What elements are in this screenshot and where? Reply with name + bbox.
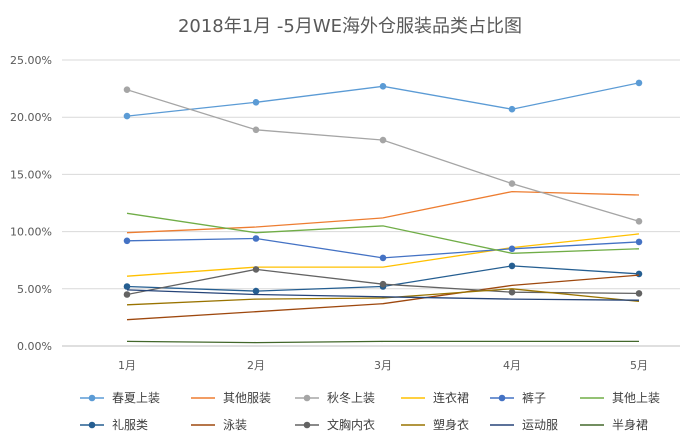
data-point xyxy=(379,136,387,144)
y-tick-label: 25.00% xyxy=(10,54,52,67)
series-8 xyxy=(126,274,640,321)
series-6 xyxy=(126,212,640,254)
x-tick-label: 4月 xyxy=(503,359,521,372)
data-point xyxy=(252,99,260,106)
y-tick-label: 5.00% xyxy=(17,283,52,296)
series-1 xyxy=(123,79,643,120)
series-11 xyxy=(126,289,640,301)
legend-label: 裤子 xyxy=(522,391,546,405)
series-line xyxy=(126,288,640,306)
legend-marker xyxy=(303,421,311,429)
legend-item: 连衣裙 xyxy=(401,390,469,405)
data-point xyxy=(123,291,131,298)
legend-marker xyxy=(498,394,506,402)
series-3 xyxy=(123,86,643,225)
data-point xyxy=(379,254,387,262)
series-line xyxy=(126,340,639,344)
legend-label: 其他上装 xyxy=(612,391,660,405)
series-layer xyxy=(123,79,643,344)
x-tick-label: 1月 xyxy=(118,359,136,372)
series-10 xyxy=(126,288,640,306)
data-point xyxy=(635,290,643,297)
legend-marker xyxy=(303,394,311,402)
legend-label: 春夏上装 xyxy=(112,391,160,405)
y-tick-label: 0.00% xyxy=(17,340,52,353)
data-point xyxy=(123,112,131,120)
data-point xyxy=(635,218,643,225)
legend-item: 礼服类 xyxy=(80,417,148,432)
legend-item: 春夏上装 xyxy=(80,391,160,405)
series-line xyxy=(126,233,640,277)
data-point xyxy=(508,245,516,253)
legend-label: 其他服装 xyxy=(223,391,271,405)
legend-marker xyxy=(88,421,96,429)
data-point xyxy=(379,83,387,90)
axes: 0.00% 5.00% 10.00% 15.00% 20.00% 25.00% 1月 2月 3月… xyxy=(10,54,648,372)
legend-marker xyxy=(88,394,96,402)
legend-label: 塑身衣 xyxy=(433,417,469,432)
series-12 xyxy=(126,340,639,344)
data-point xyxy=(123,283,131,290)
data-point xyxy=(635,79,643,87)
data-point xyxy=(252,287,260,295)
legend-item: 秋冬上装 xyxy=(295,390,375,405)
legend-label: 泳装 xyxy=(223,418,247,432)
legend-item: 其他上装 xyxy=(580,391,660,405)
legend-label: 秋冬上装 xyxy=(327,390,375,405)
y-tick-label: 20.00% xyxy=(10,111,52,124)
data-point xyxy=(123,86,131,93)
data-point xyxy=(508,105,516,113)
legend-item: 半身裙 xyxy=(580,417,648,432)
series-line xyxy=(126,274,640,321)
legend-label: 半身裙 xyxy=(612,417,648,432)
legend-item: 裤子 xyxy=(490,391,546,405)
data-point xyxy=(508,180,516,187)
x-tick-label: 5月 xyxy=(630,359,648,372)
x-tick-label: 3月 xyxy=(374,359,392,372)
legend-label: 文胸内衣 xyxy=(327,417,375,432)
series-5 xyxy=(123,235,643,262)
y-tick-label: 10.00% xyxy=(10,226,52,239)
legend-item: 文胸内衣 xyxy=(295,417,375,432)
data-point xyxy=(252,126,260,134)
data-point xyxy=(508,288,516,296)
data-point xyxy=(635,270,643,278)
data-point xyxy=(508,262,516,270)
y-tick-label: 15.00% xyxy=(10,168,52,181)
data-point xyxy=(252,235,260,242)
legend-label: 连衣裙 xyxy=(433,390,469,405)
series-line xyxy=(126,190,640,234)
series-2 xyxy=(126,190,640,234)
series-line xyxy=(126,212,640,254)
series-line xyxy=(126,89,640,222)
x-tick-label: 2月 xyxy=(247,359,265,372)
legend-item: 塑身衣 xyxy=(401,417,469,432)
legend-item: 其他服装 xyxy=(191,391,271,405)
chart-title: 2018年1月 -5月WE海外仓服装品类占比图 xyxy=(178,16,522,37)
series-4 xyxy=(126,233,640,277)
legend-label: 运动服 xyxy=(522,418,558,432)
legend-item: 运动服 xyxy=(490,418,558,432)
legend-item: 泳装 xyxy=(191,418,247,432)
legend-label: 礼服类 xyxy=(112,417,148,432)
series-line xyxy=(126,289,640,301)
data-point xyxy=(252,266,260,273)
data-point xyxy=(123,237,131,245)
data-point xyxy=(635,238,643,246)
data-point xyxy=(379,280,387,288)
